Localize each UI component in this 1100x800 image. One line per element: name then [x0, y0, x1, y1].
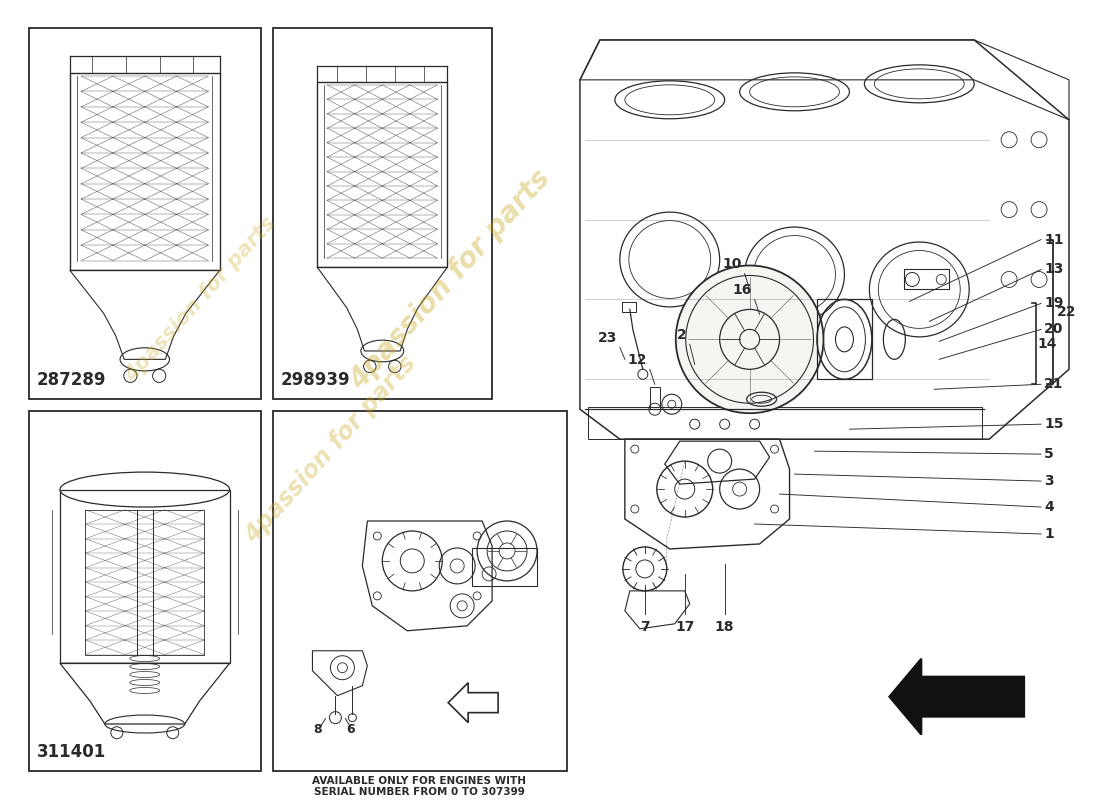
- Text: 15: 15: [1044, 417, 1064, 431]
- Bar: [621, 302, 636, 313]
- Polygon shape: [889, 658, 1024, 734]
- Text: 4passion for parts: 4passion for parts: [240, 350, 421, 548]
- Text: 14: 14: [1037, 338, 1057, 351]
- Text: 20: 20: [1044, 322, 1064, 336]
- Text: SERIAL NUMBER FROM 0 TO 307399: SERIAL NUMBER FROM 0 TO 307399: [314, 787, 525, 798]
- Bar: [587, 407, 982, 439]
- Text: 4passion for parts: 4passion for parts: [121, 213, 279, 386]
- Text: 4: 4: [1044, 500, 1054, 514]
- Text: 22: 22: [1057, 306, 1077, 319]
- Bar: [472, 548, 537, 586]
- Text: 4passion for parts: 4passion for parts: [344, 164, 557, 395]
- Text: 21: 21: [1044, 378, 1064, 391]
- Text: 19: 19: [1044, 297, 1064, 310]
- Bar: [904, 270, 949, 290]
- Text: AVAILABLE ONLY FOR ENGINES WITH: AVAILABLE ONLY FOR ENGINES WITH: [312, 775, 526, 786]
- Bar: [817, 299, 872, 379]
- Text: 3: 3: [1044, 474, 1054, 488]
- Text: 17: 17: [675, 620, 694, 634]
- Bar: [273, 28, 492, 399]
- Text: 2: 2: [676, 328, 686, 342]
- Text: 12: 12: [627, 354, 647, 367]
- Text: 5: 5: [1044, 447, 1054, 461]
- Text: 287289: 287289: [37, 371, 107, 390]
- Bar: [29, 28, 261, 399]
- Text: 13: 13: [1044, 262, 1064, 277]
- Bar: [86, 510, 205, 654]
- Text: 10: 10: [723, 258, 741, 271]
- Bar: [273, 411, 566, 770]
- Text: 11: 11: [1044, 233, 1064, 246]
- Text: 18: 18: [715, 620, 735, 634]
- Text: 23: 23: [597, 331, 617, 346]
- Ellipse shape: [675, 266, 824, 414]
- Bar: [59, 490, 230, 663]
- Text: 16: 16: [733, 283, 751, 298]
- Text: 8: 8: [314, 722, 322, 735]
- Text: 298939: 298939: [280, 371, 350, 390]
- Text: 7: 7: [640, 620, 650, 634]
- Text: 6: 6: [346, 722, 354, 735]
- Bar: [650, 387, 660, 410]
- Bar: [29, 411, 261, 770]
- Text: 1: 1: [1044, 527, 1054, 541]
- Text: 311401: 311401: [37, 742, 107, 761]
